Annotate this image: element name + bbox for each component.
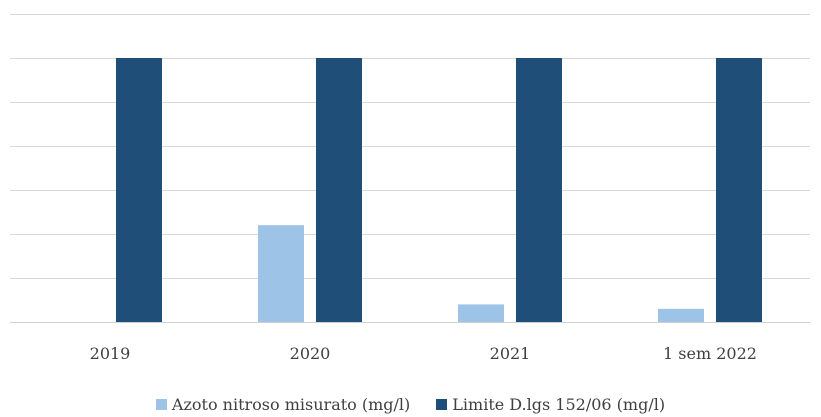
x-tick-label: 1 sem 2022 — [663, 344, 757, 363]
bars — [116, 58, 762, 322]
x-axis-tick-labels: 2019 2020 2021 1 sem 2022 — [90, 344, 757, 363]
bar-chart: 2019 2020 2021 1 sem 2022 — [10, 14, 810, 363]
legend-item-limit: Limite D.lgs 152/06 (mg/l) — [436, 395, 665, 414]
legend-swatch-limit — [436, 398, 448, 410]
x-tick-label: 2021 — [490, 344, 531, 363]
legend-item-measured: Azoto nitroso misurato (mg/l) — [155, 394, 411, 414]
bar-measured-1 — [258, 225, 304, 322]
x-tick-label: 2020 — [290, 344, 331, 363]
legend-label-measured: Azoto nitroso misurato (mg/l) — [171, 394, 411, 414]
bar-limit-2 — [516, 58, 562, 322]
bar-limit-0 — [116, 58, 162, 322]
bar-limit-1 — [316, 58, 362, 322]
legend-label-limit: Limite D.lgs 152/06 (mg/l) — [452, 394, 666, 414]
bar-measured-2 — [458, 304, 504, 322]
legend-swatch-measured — [155, 398, 167, 410]
x-tick-label: 2019 — [90, 344, 131, 363]
legend: Azoto nitroso misurato (mg/l) Limite D.l… — [0, 392, 821, 416]
bar-measured-3 — [658, 308, 704, 322]
bar-limit-3 — [716, 58, 762, 322]
